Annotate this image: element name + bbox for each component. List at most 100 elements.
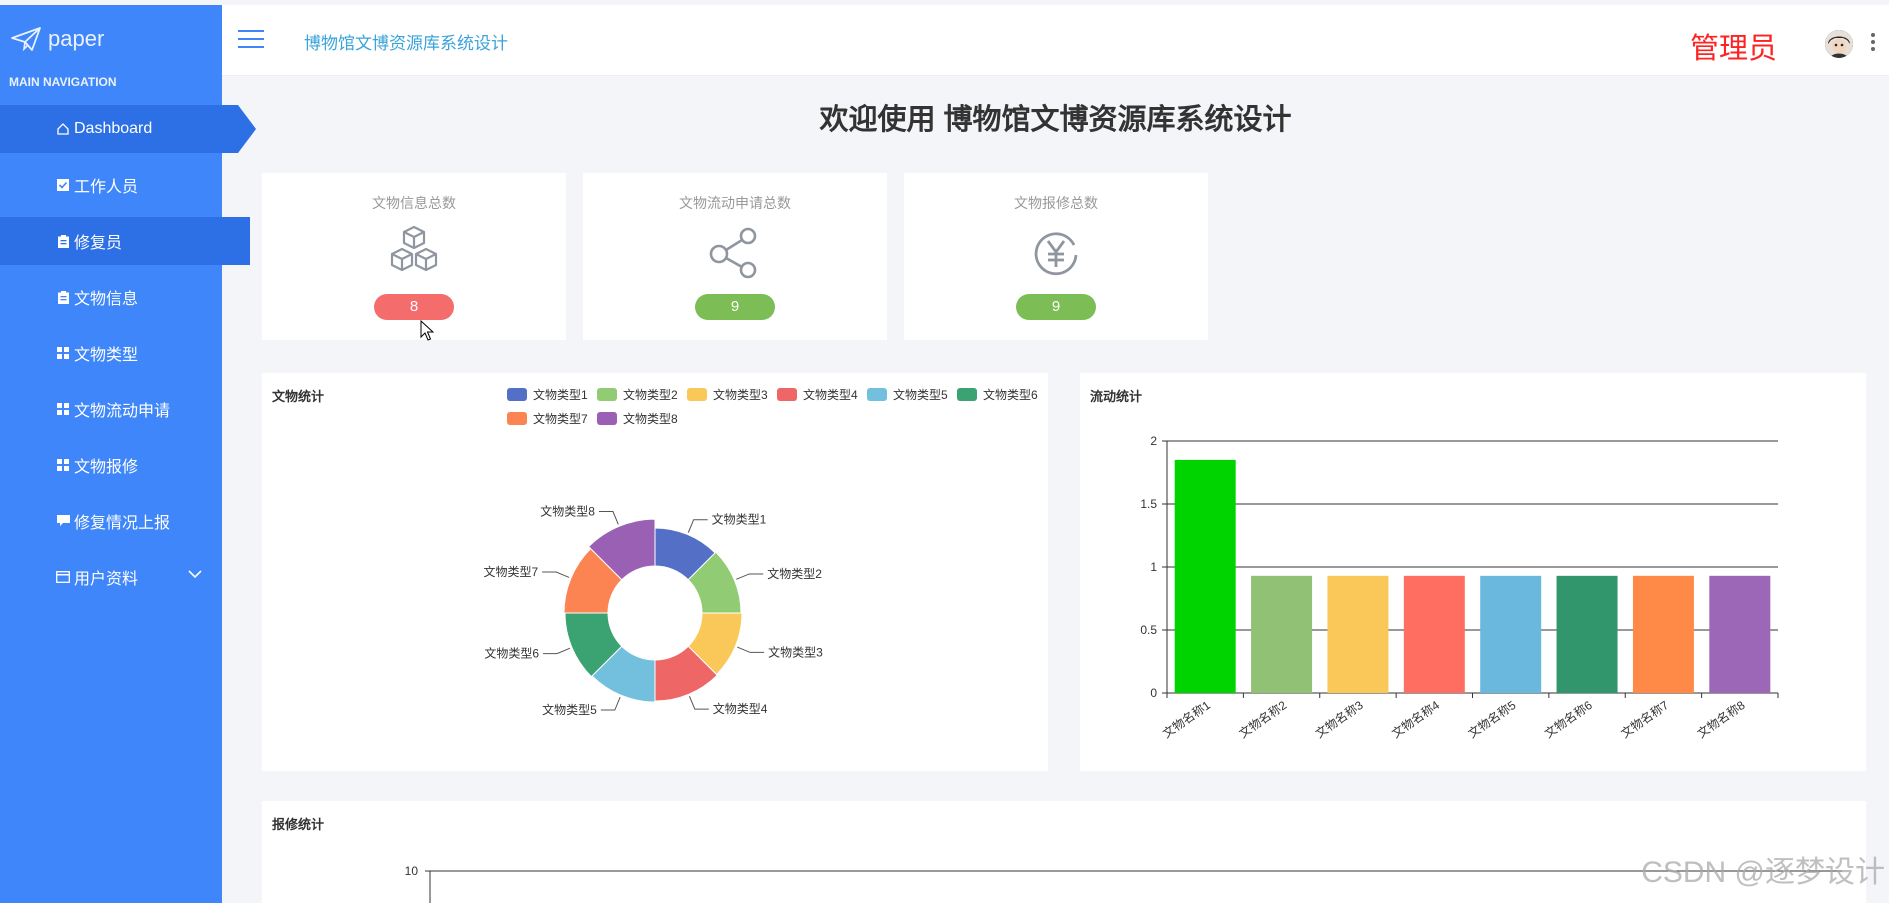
chevron-down-icon bbox=[188, 570, 202, 579]
x-tick-label: 文物名称4 bbox=[1389, 697, 1443, 741]
pie-label-line bbox=[688, 695, 709, 710]
sidebar-item-label: 文物类型 bbox=[74, 347, 139, 364]
sidebar-item-user-profile[interactable]: 用户资料 bbox=[0, 553, 222, 601]
brand-logo[interactable]: paper bbox=[10, 21, 104, 57]
pie-label-line bbox=[542, 571, 570, 578]
app-title: 博物馆文博资源库系统设计 bbox=[304, 34, 508, 53]
user-role[interactable]: 管理员 bbox=[1689, 33, 1777, 65]
relic-stats-panel: 文物统计 文物类型1 文物类型2 文物类型3 文物类型4 文物类型5 文物类型6 文物类型7… bbox=[262, 373, 1048, 771]
avatar[interactable] bbox=[1825, 30, 1853, 58]
legend-label[interactable]: 文物类型6 bbox=[983, 387, 1038, 402]
sidebar-item-label: 文物信息 bbox=[74, 291, 139, 308]
legend-swatch[interactable] bbox=[507, 388, 527, 401]
card-icon bbox=[56, 570, 70, 584]
bar[interactable] bbox=[1174, 459, 1236, 693]
bar[interactable] bbox=[1709, 575, 1771, 693]
legend-swatch[interactable] bbox=[867, 388, 887, 401]
sidebar-item-relic-type[interactable]: 文物类型 bbox=[0, 329, 222, 377]
bar[interactable] bbox=[1480, 575, 1542, 693]
sidebar-item-relic-info[interactable]: 文物信息 bbox=[0, 273, 222, 321]
comment-icon bbox=[56, 514, 70, 528]
pie-label-line bbox=[687, 519, 708, 533]
pie-slice-label: 文物类型6 bbox=[484, 646, 539, 661]
legend-label[interactable]: 文物类型5 bbox=[893, 387, 948, 402]
grid-icon bbox=[56, 458, 70, 472]
x-tick-label: 文物名称7 bbox=[1618, 697, 1672, 741]
share-icon bbox=[709, 227, 757, 279]
bar[interactable] bbox=[1251, 575, 1313, 693]
yen-icon bbox=[1034, 232, 1078, 276]
top-bar: 博物馆文博资源库系统设计 管理员 bbox=[222, 5, 1889, 76]
sidebar-item-label: 用户资料 bbox=[74, 571, 139, 588]
paper-plane-icon bbox=[11, 27, 41, 52]
sidebar-item-dashboard[interactable]: Dashboard bbox=[0, 105, 256, 153]
stat-title: 文物信息总数 bbox=[372, 195, 456, 211]
sidebar-item-label: 修复员 bbox=[74, 235, 123, 252]
bar[interactable] bbox=[1556, 575, 1618, 693]
pie-label-line bbox=[598, 511, 619, 525]
pie-slice-label: 文物类型7 bbox=[483, 564, 538, 579]
pie-slice-label: 文物类型4 bbox=[713, 701, 768, 716]
legend-label[interactable]: 文物类型4 bbox=[803, 387, 858, 402]
legend-swatch[interactable] bbox=[597, 388, 617, 401]
legend-label[interactable]: 文物类型8 bbox=[623, 411, 678, 426]
x-tick-label: 文物名称3 bbox=[1312, 697, 1366, 741]
sidebar-item-restorer[interactable]: 修复员 bbox=[0, 217, 250, 265]
stat-title: 文物流动申请总数 bbox=[679, 195, 791, 211]
legend-swatch[interactable] bbox=[777, 388, 797, 401]
legend-label[interactable]: 文物类型1 bbox=[533, 387, 588, 402]
grid-icon bbox=[56, 346, 70, 360]
sidebar-item-label: 文物流动申请 bbox=[74, 403, 171, 420]
watermark: CSDN @逐梦设计 bbox=[1641, 856, 1885, 889]
repair-stats-panel: 报修统计 10 bbox=[262, 801, 1866, 903]
legend-label[interactable]: 文物类型7 bbox=[533, 411, 588, 426]
stat-count-badge: 8 bbox=[374, 294, 454, 320]
y-tick-label: 2 bbox=[1150, 434, 1157, 448]
repair-bar-chart: 10 bbox=[405, 864, 1842, 903]
welcome-heading: 欢迎使用 博物馆文博资源库系统设计 bbox=[819, 104, 1292, 136]
legend-swatch[interactable] bbox=[957, 388, 977, 401]
brand-name: paper bbox=[48, 26, 105, 51]
y-tick-label: 0 bbox=[1150, 686, 1157, 700]
y-tick-label: 1 bbox=[1150, 560, 1157, 574]
bar[interactable] bbox=[1327, 575, 1389, 693]
pie-slice-label: 文物类型5 bbox=[542, 702, 597, 717]
legend-swatch[interactable] bbox=[687, 388, 707, 401]
menu-toggle-icon[interactable] bbox=[238, 30, 264, 50]
bar[interactable] bbox=[1403, 575, 1465, 693]
bar[interactable] bbox=[1632, 575, 1694, 693]
checkbox-icon bbox=[56, 178, 70, 192]
nav-caption: MAIN NAVIGATION bbox=[9, 75, 117, 89]
sidebar-item-repair-report[interactable]: 修复情况上报 bbox=[0, 497, 222, 545]
more-options-icon[interactable] bbox=[1871, 33, 1875, 54]
stat-count-badge: 9 bbox=[695, 294, 775, 320]
panel-title: 报修统计 bbox=[272, 817, 325, 832]
mouse-cursor-icon bbox=[420, 320, 434, 341]
sidebar-item-repair-request[interactable]: 文物报修 bbox=[0, 441, 222, 489]
pie-label-line bbox=[736, 573, 764, 580]
transfer-stats-panel: 流动统计 0 0.5 1 1.5 2 文物名称1 文物名称2 文物名称3 文物名称4 文物名称5 文… bbox=[1080, 373, 1866, 771]
panel-title: 文物统计 bbox=[272, 389, 325, 404]
pie-slice-label: 文物类型1 bbox=[712, 512, 767, 527]
legend-swatch[interactable] bbox=[597, 412, 617, 425]
sidebar-item-label: 修复情况上报 bbox=[74, 515, 171, 532]
stat-card-repair: 文物报修总数 9 bbox=[904, 173, 1208, 340]
grid-icon bbox=[56, 402, 70, 416]
pie-slice[interactable] bbox=[587, 518, 656, 581]
sidebar-item-label: 工作人员 bbox=[74, 179, 139, 196]
pie-slice-label: 文物类型8 bbox=[540, 504, 595, 519]
legend-swatch[interactable] bbox=[507, 412, 527, 425]
pie-slice-label: 文物类型2 bbox=[767, 566, 822, 581]
sidebar-item-staff[interactable]: 工作人员 bbox=[0, 161, 222, 209]
legend-label[interactable]: 文物类型2 bbox=[623, 387, 678, 402]
stat-count-badge: 9 bbox=[1016, 294, 1096, 320]
cubes-icon bbox=[390, 225, 438, 272]
stat-title: 文物报修总数 bbox=[1014, 195, 1098, 211]
legend-label[interactable]: 文物类型3 bbox=[713, 387, 768, 402]
x-tick-label: 文物名称2 bbox=[1236, 697, 1290, 741]
clipboard-icon bbox=[56, 234, 70, 248]
stat-card-relic-info: 文物信息总数 8 bbox=[262, 173, 566, 340]
panel-title: 流动统计 bbox=[1090, 389, 1143, 404]
sidebar-item-transfer-request[interactable]: 文物流动申请 bbox=[0, 385, 222, 433]
y-tick-label: 10 bbox=[405, 864, 419, 878]
